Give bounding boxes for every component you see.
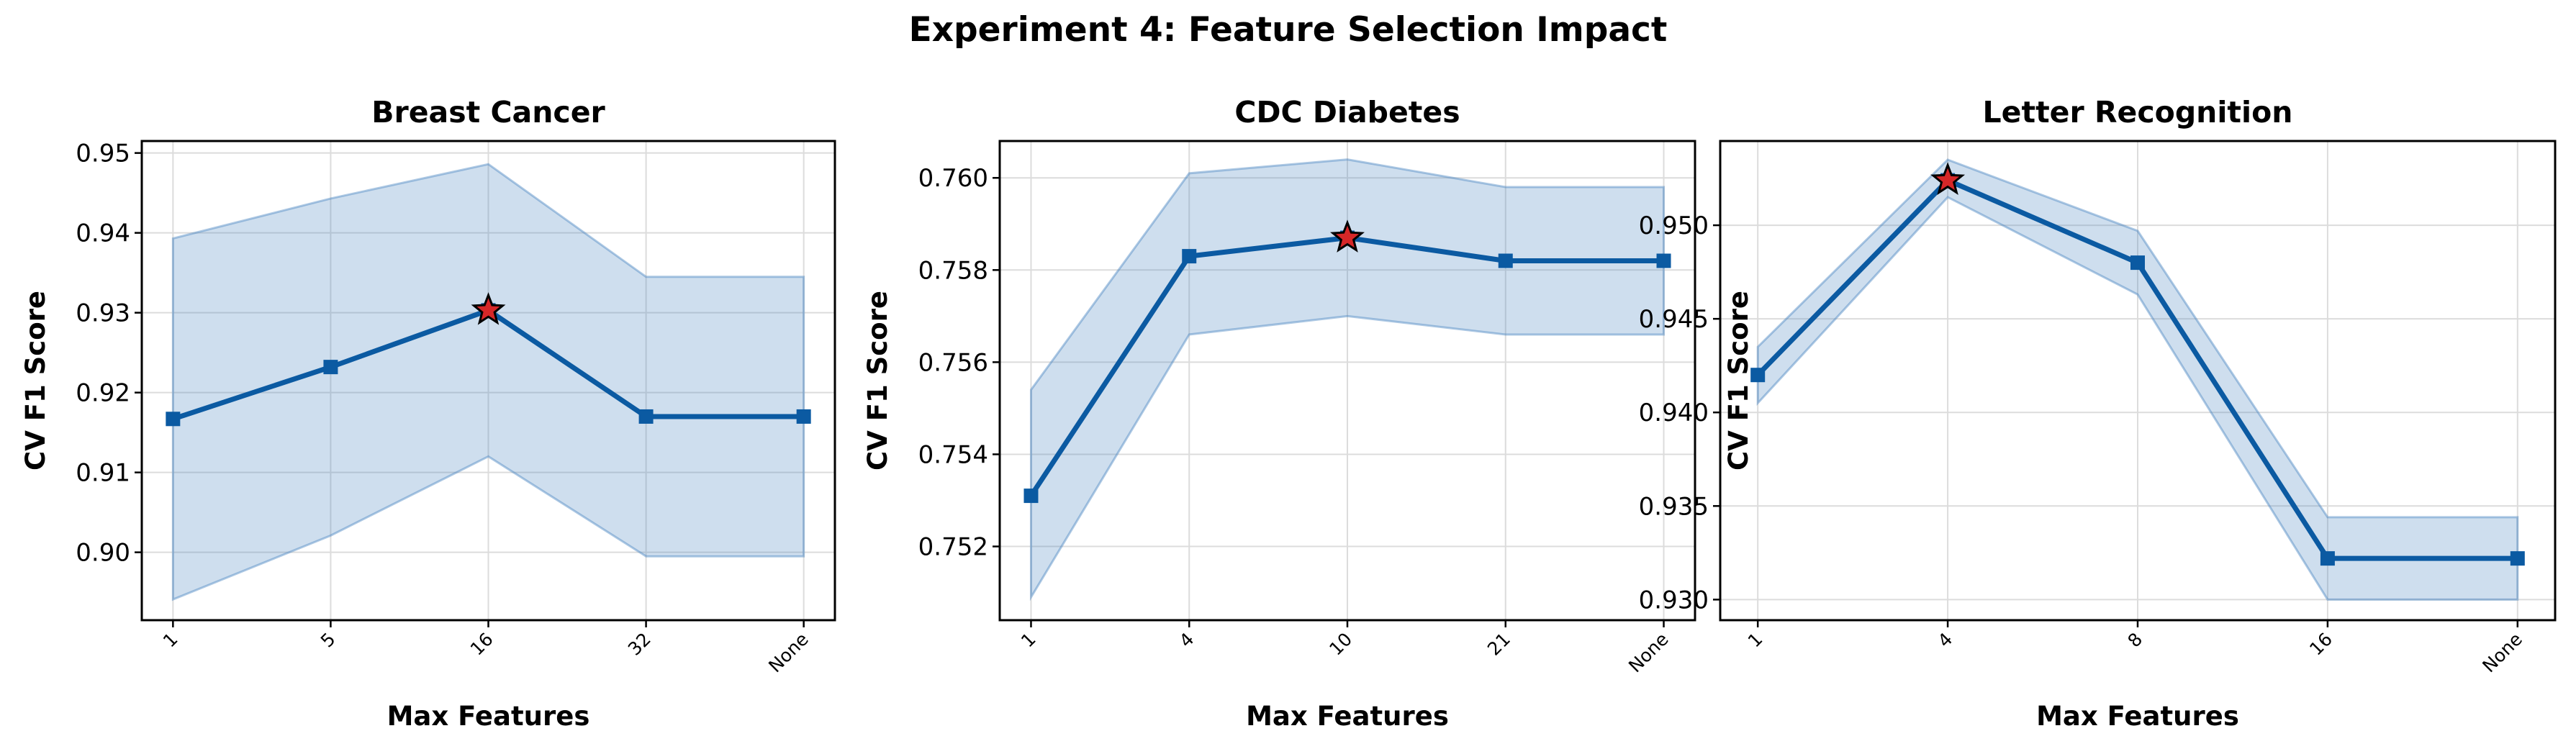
x-tick-label: None [2478,629,2526,677]
data-point [1023,489,1039,504]
data-point [796,409,811,424]
confidence-band [171,163,805,601]
data-point [323,360,338,375]
best-point-star [1330,219,1365,253]
confidence-band [1029,158,1666,601]
x-tick-label: None [764,629,813,677]
x-axis-label: Max Features [2036,701,2239,732]
y-tick-label: 0.91 [76,459,130,488]
y-tick-label: 0.94 [76,219,130,248]
data-point [166,412,181,427]
x-tick-label: 1 [1744,629,1767,652]
y-tick-label: 0.93 [76,299,130,328]
x-tick-label: 5 [317,629,340,652]
y-tick-label: 0.758 [918,256,988,285]
y-axis-label: CV F1 Score [862,291,893,471]
y-tick-label: 0.90 [76,539,130,568]
data-point [2130,255,2145,271]
x-tick-label: 10 [1325,629,1356,660]
data-point [638,409,654,424]
chart-panel-2: 0.752 0.754 0.756 0.758 0.760 1 4 10 21 None CDC D… [862,95,1696,732]
panel-title: Letter Recognition [1983,95,2293,130]
data-point [1656,253,1671,268]
confidence-band [1756,158,2519,601]
y-tick-label: 0.950 [1639,212,1709,240]
x-tick-label: 16 [466,629,497,660]
y-tick-label: 0.752 [918,533,988,562]
best-point-star [471,292,506,325]
x-tick-label: 4 [1934,629,1957,652]
x-tick-label: 1 [159,629,182,652]
data-point [1182,249,1197,264]
data-point [1498,253,1513,268]
data-point [1750,368,1766,383]
data-point [2320,551,2335,566]
y-tick-label: 0.754 [918,440,988,469]
x-tick-label: 21 [1483,629,1514,660]
figure-title: Experiment 4: Feature Selection Impact [908,10,1668,50]
y-tick-label: 0.92 [76,379,130,408]
panel-title: CDC Diabetes [1234,95,1460,130]
x-tick-label: 1 [1017,629,1040,652]
y-axis-label: CV F1 Score [20,291,51,471]
y-tick-label: 0.940 [1639,399,1709,427]
x-axis-label: Max Features [1246,701,1449,732]
best-point-star [1930,162,1966,195]
y-tick-label: 0.95 [76,140,130,168]
x-tick-label: 8 [2123,629,2146,652]
x-tick-label: 32 [624,629,655,660]
y-tick-label: 0.935 [1639,492,1709,521]
y-tick-label: 0.756 [918,348,988,377]
x-tick-label: None [1624,629,1673,677]
x-tick-label: 4 [1175,629,1198,652]
y-tick-label: 0.945 [1639,305,1709,334]
x-tick-label: 16 [2305,629,2336,660]
y-axis-label: CV F1 Score [1723,291,1754,471]
panel-title: Breast Cancer [371,95,605,130]
y-tick-label: 0.930 [1639,586,1709,614]
chart-panel-3: 0.930 0.935 0.940 0.945 0.950 1 4 8 16 None Letter… [1639,95,2557,732]
x-axis-label: Max Features [387,701,590,732]
chart-panel-1: 0.90 0.91 0.92 0.93 0.94 0.95 1 5 16 32 None Breast… [20,95,836,732]
data-point [2510,551,2525,566]
y-tick-label: 0.760 [918,164,988,193]
